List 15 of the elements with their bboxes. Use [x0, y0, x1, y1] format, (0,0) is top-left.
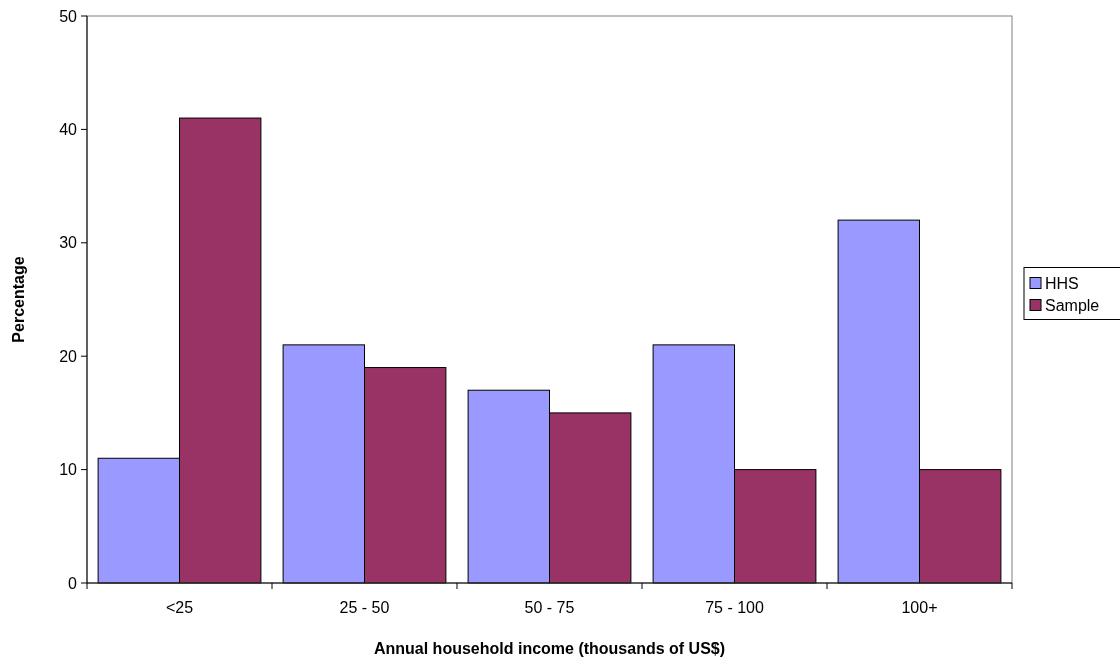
legend-label: HHS [1045, 274, 1079, 292]
y-tick-label: 30 [59, 234, 78, 252]
x-tick-label: 100+ [901, 599, 938, 616]
y-axis-title: Percentage [10, 256, 27, 343]
x-tick-label: 50 - 75 [524, 599, 575, 616]
x-axis-title: Annual household income (thousands of US$) [373, 640, 726, 657]
x-tick-label: <25 [165, 599, 194, 616]
x-tick-label: 75 - 100 [705, 599, 764, 616]
y-tick-label: 10 [59, 461, 78, 479]
legend-label: Sample [1045, 296, 1100, 314]
y-tick-label: 50 [59, 7, 78, 25]
y-tick-label: 0 [68, 574, 78, 592]
y-tick-label: 40 [59, 121, 78, 138]
x-tick-label: 25 - 50 [339, 599, 390, 616]
y-tick-label: 20 [59, 347, 78, 365]
